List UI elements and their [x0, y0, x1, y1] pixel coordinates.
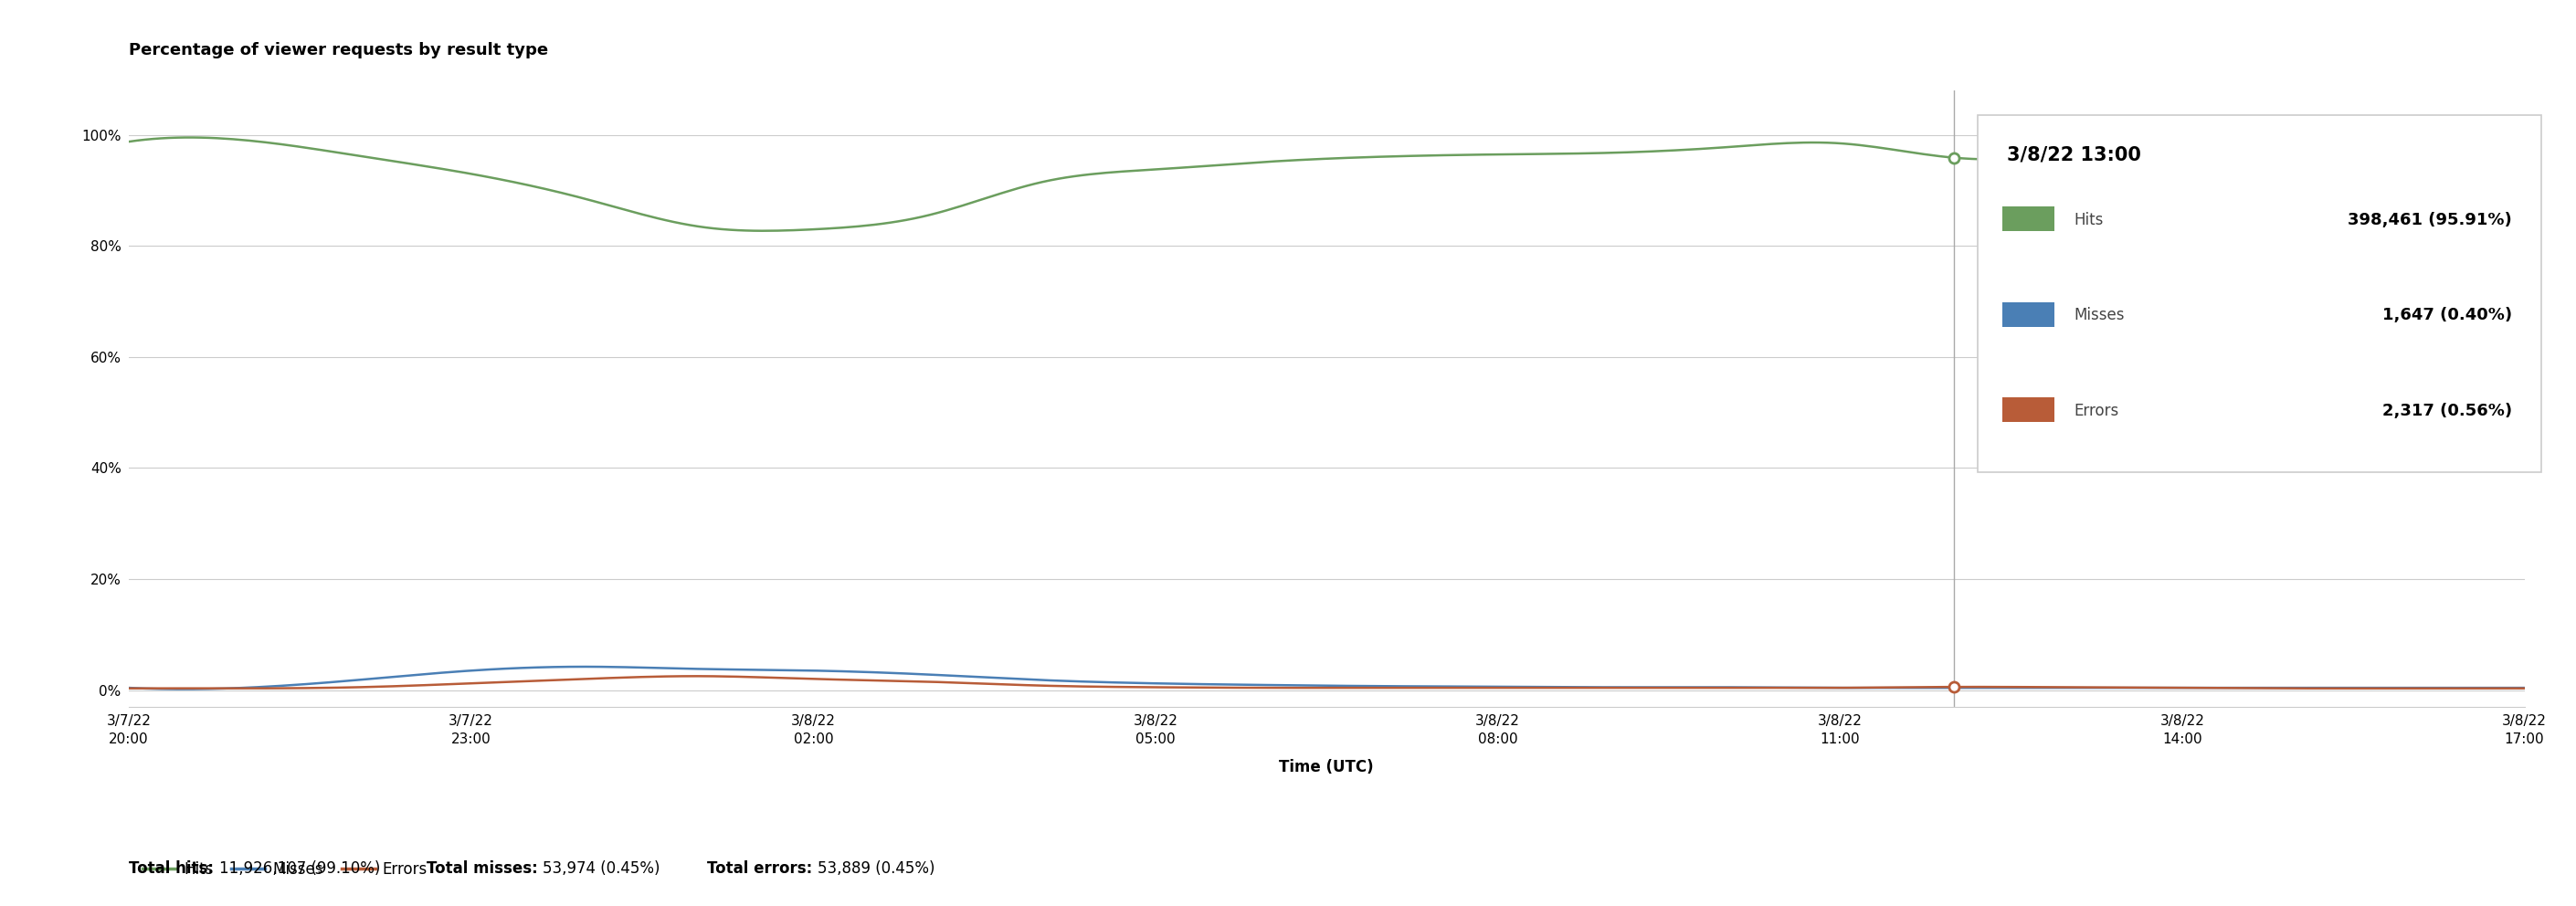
FancyBboxPatch shape: [2002, 398, 2056, 422]
Text: Total misses:: Total misses:: [428, 861, 544, 877]
Text: Total errors:: Total errors:: [706, 861, 817, 877]
Text: Misses: Misses: [2074, 307, 2125, 323]
Text: Percentage of viewer requests by result type: Percentage of viewer requests by result …: [129, 43, 549, 59]
Text: 1,647 (0.40%): 1,647 (0.40%): [2383, 307, 2512, 323]
FancyBboxPatch shape: [2002, 207, 2056, 231]
Text: 11,926,107 (99.10%): 11,926,107 (99.10%): [219, 861, 381, 877]
Text: Errors: Errors: [2074, 403, 2120, 419]
Text: Hits: Hits: [2074, 212, 2105, 228]
Text: 2,317 (0.56%): 2,317 (0.56%): [2383, 403, 2512, 419]
FancyBboxPatch shape: [1978, 115, 2540, 473]
X-axis label: Time (UTC): Time (UTC): [1280, 758, 1373, 776]
Text: 53,889 (0.45%): 53,889 (0.45%): [817, 861, 935, 877]
Text: 398,461 (95.91%): 398,461 (95.91%): [2349, 212, 2512, 228]
FancyBboxPatch shape: [2002, 302, 2056, 326]
Text: Total hits:: Total hits:: [129, 861, 219, 877]
Legend: Hits, Misses, Errors: Hits, Misses, Errors: [137, 855, 433, 884]
Text: 3/8/22 13:00: 3/8/22 13:00: [2007, 146, 2141, 164]
Text: 53,974 (0.45%): 53,974 (0.45%): [544, 861, 659, 877]
